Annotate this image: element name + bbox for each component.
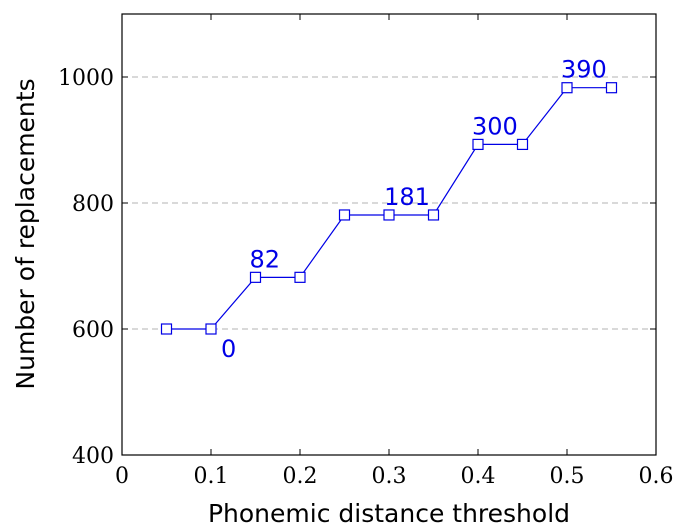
data-point <box>160 323 173 335</box>
x-tick-label: 0.5 <box>550 464 585 489</box>
y-axis-label: Number of replacements <box>11 78 40 389</box>
x-tick-label: 0.4 <box>461 464 496 489</box>
data-point <box>338 209 351 221</box>
tick-labels: 0 0.1 0.2 0.3 0.4 0.5 0.6 400 600 800 1000 <box>58 66 674 489</box>
data-label: 0 <box>221 335 236 363</box>
x-tick-label: 0 <box>115 464 129 489</box>
data-label: 82 <box>250 245 281 273</box>
data-label: 390 <box>561 56 607 84</box>
data-point <box>561 82 573 94</box>
data-point <box>249 271 262 283</box>
y-tick-label: 600 <box>72 318 114 343</box>
x-axis-label: Phonemic distance threshold <box>208 499 570 528</box>
data-point <box>427 209 440 221</box>
series-layer <box>160 82 618 335</box>
y-tick-label: 800 <box>72 192 114 217</box>
data-point <box>205 323 217 335</box>
data-labels: 0 82 181 300 390 <box>221 56 607 363</box>
x-tick-label: 0.3 <box>372 464 407 489</box>
data-point <box>383 209 395 221</box>
y-tick-label: 400 <box>72 444 114 469</box>
y-tick-label: 1000 <box>58 66 114 91</box>
data-point <box>294 271 306 283</box>
grid-lines <box>122 76 656 330</box>
x-tick-label: 0.6 <box>639 464 674 489</box>
axes <box>121 13 657 456</box>
x-tick-label: 0.2 <box>283 464 318 489</box>
data-point <box>605 82 618 94</box>
data-point <box>472 138 484 151</box>
data-point <box>516 138 529 151</box>
data-label: 300 <box>472 112 518 140</box>
data-label: 181 <box>384 183 430 211</box>
x-tick-label: 0.1 <box>194 464 229 489</box>
